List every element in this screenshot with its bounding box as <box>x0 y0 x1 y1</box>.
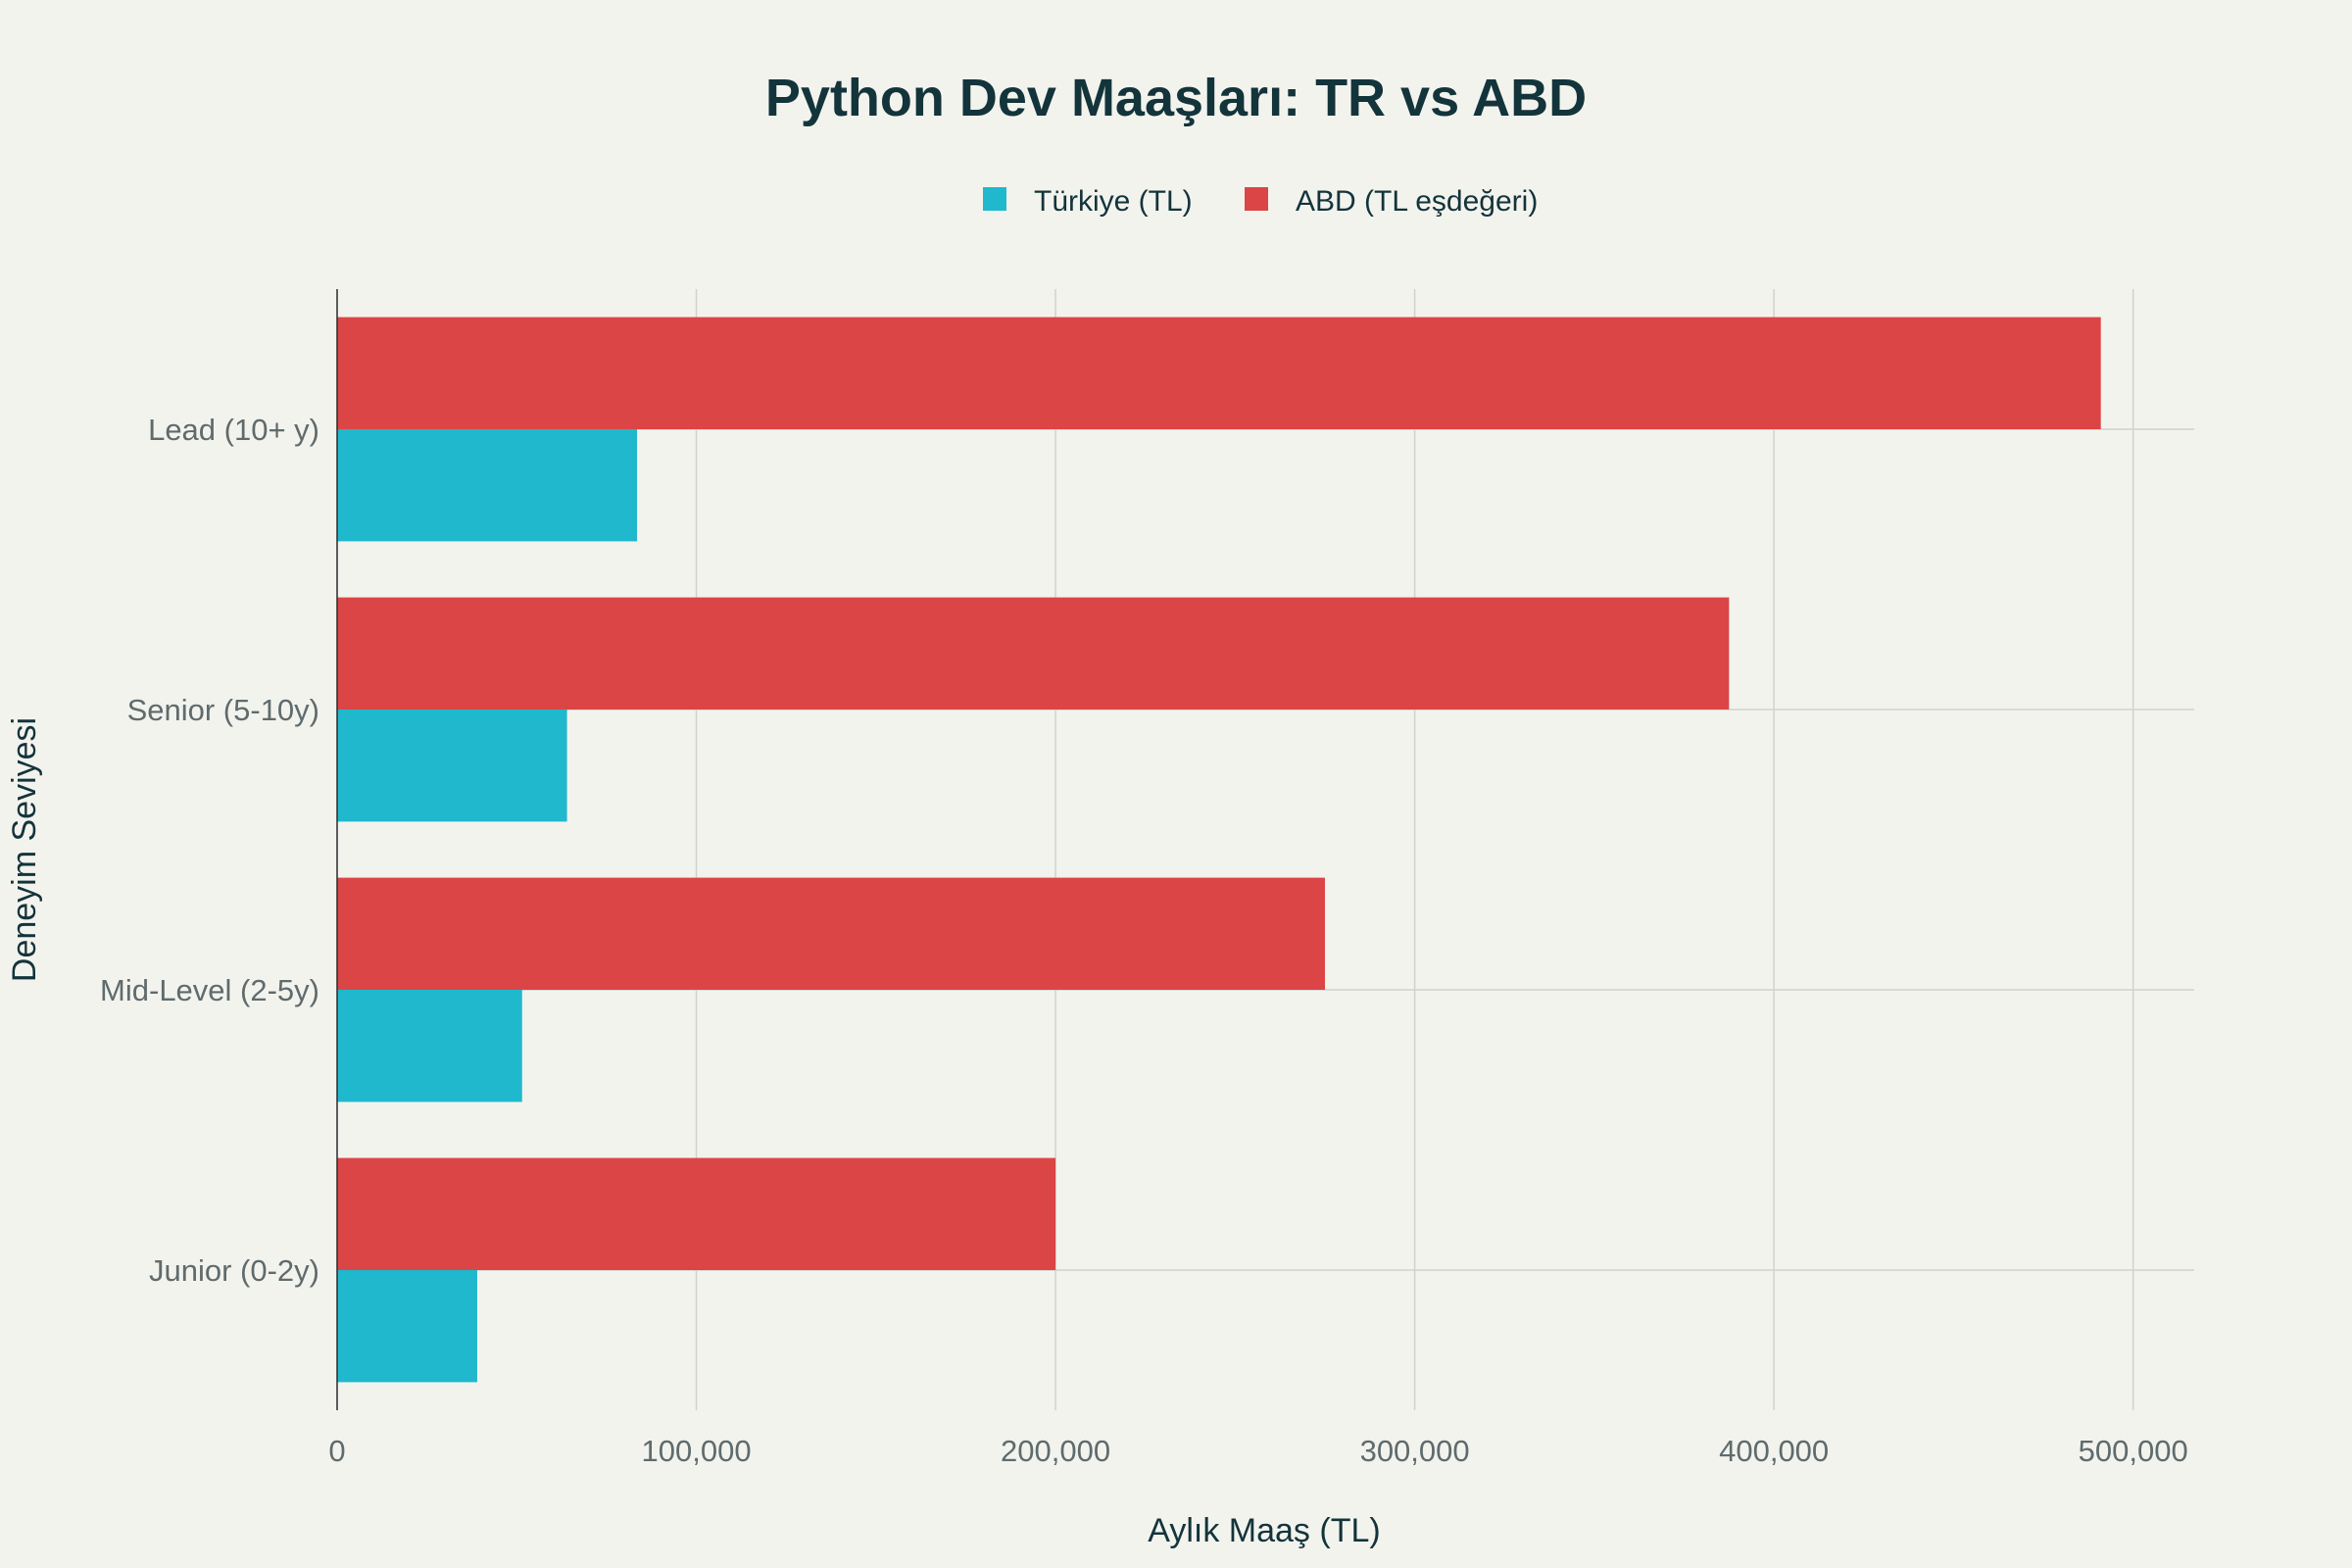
legend-swatch <box>983 187 1006 211</box>
legend: Türkiye (TL) ABD (TL eşdeğeri) <box>983 185 1538 218</box>
x-axis-ticks: 0 100,000 200,000 300,000 400,000 500,000 <box>328 1434 2187 1468</box>
y-axis-ticks: Junior (0-2y) Mid-Level (2-5y) Senior (5-1… <box>100 413 319 1288</box>
x-axis-title: Aylık Maaş (TL) <box>1148 1512 1380 1549</box>
bar-turkiye <box>337 710 567 822</box>
x-tick-label: 400,000 <box>1719 1434 1829 1468</box>
y-axis-title: Deneyim Seviyesi <box>6 717 43 982</box>
x-tick-label: 200,000 <box>1001 1434 1110 1468</box>
bar-turkiye <box>337 1270 477 1383</box>
bar-abd <box>337 1157 1056 1270</box>
y-tick-label: Mid-Level (2-5y) <box>100 973 319 1007</box>
bar-turkiye <box>337 429 638 542</box>
bar-abd <box>337 317 2101 429</box>
bar-turkiye <box>337 990 522 1102</box>
chart-title: Python Dev Maaşları: TR vs ABD <box>765 69 1587 127</box>
legend-swatch <box>1245 187 1268 211</box>
y-tick-label: Senior (5-10y) <box>127 693 319 727</box>
legend-label: Türkiye (TL) <box>1034 185 1193 218</box>
x-tick-label: 500,000 <box>2079 1434 2188 1468</box>
x-tick-label: 300,000 <box>1360 1434 1470 1468</box>
x-tick-label: 0 <box>328 1434 345 1468</box>
bars <box>337 317 2101 1383</box>
legend-item: Türkiye (TL) <box>983 185 1193 218</box>
x-tick-label: 100,000 <box>642 1434 752 1468</box>
y-tick-label: Junior (0-2y) <box>149 1253 319 1288</box>
y-tick-label: Lead (10+ y) <box>148 413 319 447</box>
bar-abd <box>337 877 1325 990</box>
legend-label: ABD (TL eşdeğeri) <box>1296 185 1538 218</box>
legend-item: ABD (TL eşdeğeri) <box>1245 185 1538 218</box>
bar-abd <box>337 597 1730 710</box>
